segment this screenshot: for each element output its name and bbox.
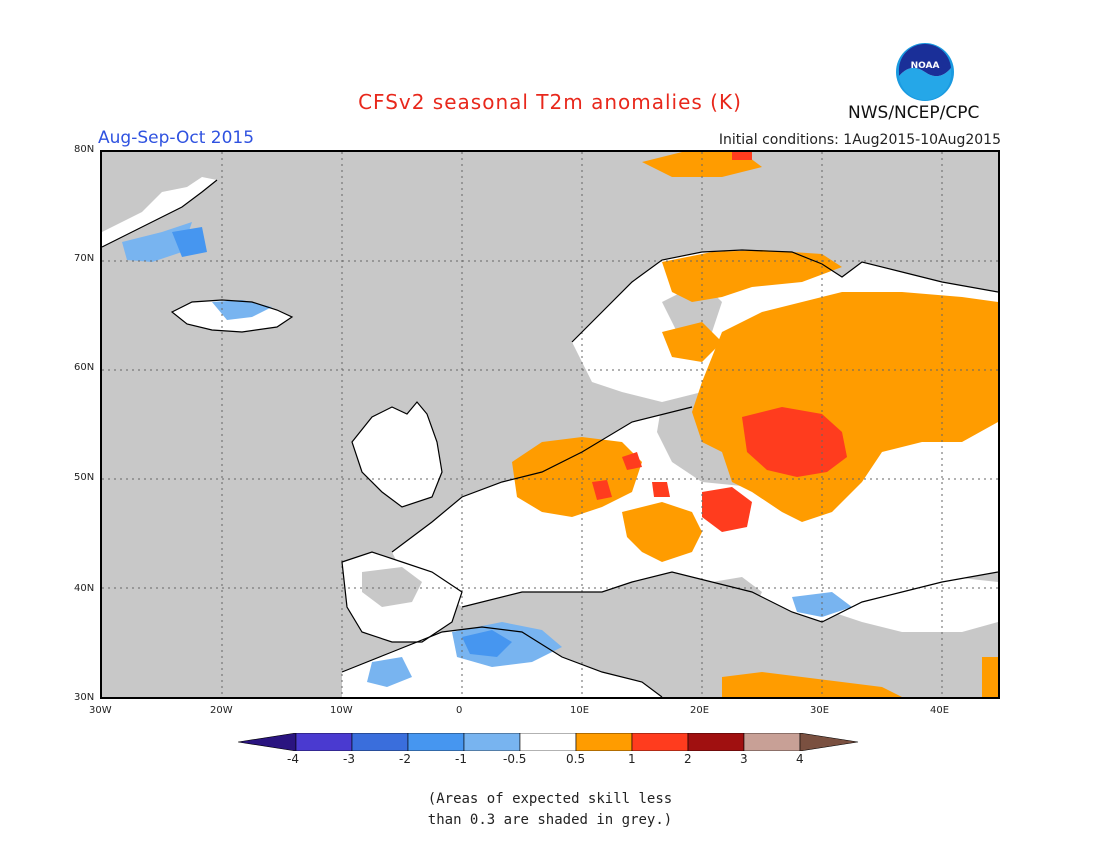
colorbar-label: -4 — [287, 752, 299, 766]
agency-label: NWS/NCEP/CPC — [848, 103, 980, 123]
colorbar-bin-9 — [743, 733, 801, 751]
lat-label-50n: 50N — [74, 472, 95, 483]
lat-label-30n: 30N — [74, 692, 95, 703]
logo-text: NOAA — [911, 61, 940, 71]
colorbar-end-high — [799, 733, 859, 751]
anomaly-warm-1-2 — [592, 152, 847, 532]
lon-label-10e: 10E — [570, 705, 590, 716]
map-title: CFSv2 seasonal T2m anomalies (K) — [358, 90, 742, 114]
lon-label-40e: 40E — [930, 705, 950, 716]
anomaly-map — [100, 150, 1000, 699]
colorbar-bin-6 — [575, 733, 633, 751]
colorbar-bin-4 — [463, 733, 521, 751]
lat-label-60n: 60N — [74, 362, 95, 373]
lat-label-40n: 40N — [74, 583, 95, 594]
noaa-logo-icon: NOAA — [896, 43, 954, 101]
colorbar-bin-5 — [519, 733, 577, 751]
colorbar-bin-7 — [631, 733, 689, 751]
colorbar-label: -1 — [455, 752, 467, 766]
anomaly-cool-1-2 — [172, 227, 512, 657]
lon-label-20e: 20E — [690, 705, 710, 716]
lon-label-20w: 20W — [210, 705, 233, 716]
lat-label-70n: 70N — [74, 253, 95, 264]
colorbar-bin-1 — [295, 733, 353, 751]
initial-conditions-label: Initial conditions: 1Aug2015-10Aug2015 — [718, 132, 1001, 148]
skill-note-line-2: than 0.3 are shaded in grey.) — [427, 812, 673, 828]
season-label: Aug-Sep-Oct 2015 — [98, 128, 255, 148]
colorbar-label: 2 — [684, 752, 692, 766]
lat-label-80n: 80N — [74, 144, 95, 155]
lon-label-10w: 10W — [330, 705, 353, 716]
colorbar-bin-8 — [687, 733, 745, 751]
colorbar-label: -0.5 — [503, 752, 527, 766]
graticule — [102, 152, 998, 697]
lon-label-30w: 30W — [89, 705, 112, 716]
colorbar — [238, 733, 859, 751]
colorbar-bin-2 — [351, 733, 409, 751]
coastlines — [102, 179, 998, 697]
colorbar-label: 1 — [628, 752, 636, 766]
lon-label-30e: 30E — [810, 705, 830, 716]
lon-label-0: 0 — [456, 705, 463, 716]
colorbar-label: -2 — [399, 752, 411, 766]
skill-note-line-1: (Areas of expected skill less — [427, 791, 673, 807]
colorbar-label: 3 — [740, 752, 748, 766]
map-canvas — [102, 152, 998, 697]
colorbar-bin-3 — [407, 733, 465, 751]
colorbar-end-low — [238, 733, 297, 751]
colorbar-label: -3 — [343, 752, 355, 766]
colorbar-label: 4 — [796, 752, 804, 766]
colorbar-label: 0.5 — [566, 752, 586, 766]
